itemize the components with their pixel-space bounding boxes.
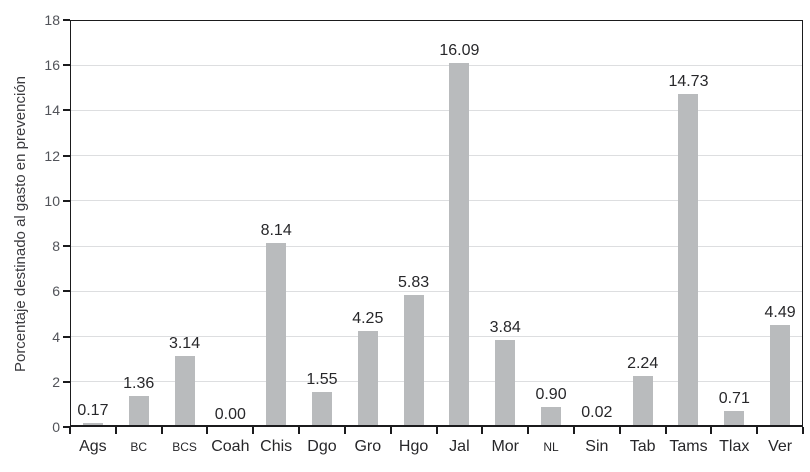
x-axis-label: Ags	[79, 438, 107, 455]
gridline	[70, 109, 803, 111]
bar	[770, 325, 791, 427]
gridline	[70, 155, 803, 157]
x-axis-label: Gro	[354, 438, 382, 455]
gridline	[70, 381, 803, 383]
y-axis-tick-label: 12	[44, 147, 60, 164]
x-axis-label: Dgo	[307, 438, 337, 455]
y-axis-tick-label: 18	[44, 12, 60, 28]
bar-value-label: 1.36	[123, 375, 155, 393]
bar-value-label: 0.00	[214, 406, 246, 423]
x-axis-label: NL	[543, 440, 559, 454]
x-axis-tick	[389, 427, 392, 434]
y-axis-tick	[63, 245, 70, 248]
x-axis-label: Mor	[491, 438, 519, 455]
bar	[678, 93, 699, 427]
x-axis-label: Coah	[211, 438, 250, 455]
y-axis-tick-label: 10	[44, 192, 60, 209]
bar	[449, 63, 470, 427]
x-axis-tick	[664, 427, 667, 434]
bar-value-label: 8.14	[260, 221, 292, 239]
bar	[586, 425, 607, 427]
x-axis-tick	[160, 427, 163, 434]
bar-value-label: 3.14	[168, 335, 201, 352]
y-axis-tick	[63, 19, 70, 21]
y-axis-tick-label: 16	[44, 57, 60, 74]
gridline	[70, 336, 803, 338]
bar-value-label: 4.49	[764, 304, 796, 322]
gridline	[70, 200, 803, 202]
bar-value-label: 5.83	[398, 274, 430, 292]
bar	[541, 406, 562, 427]
bar	[495, 340, 516, 427]
x-axis-tick	[69, 427, 71, 434]
x-axis-label: Tams	[669, 438, 708, 455]
bar	[724, 410, 745, 427]
bar-value-label: 14.73	[668, 72, 709, 90]
bar-value-label: 16.09	[439, 42, 480, 60]
x-axis-tick	[481, 427, 484, 434]
bar-value-label: 1.55	[306, 370, 338, 388]
x-axis-label: Tab	[629, 438, 656, 455]
bar	[128, 396, 149, 427]
x-axis-tick	[206, 427, 209, 434]
x-axis-tick	[527, 427, 530, 434]
x-axis-tick	[710, 427, 713, 434]
bar-value-label: 3.84	[489, 319, 521, 337]
x-axis-tick	[618, 427, 621, 434]
y-axis-tick-label: 4	[52, 328, 60, 345]
x-axis-tick	[572, 427, 575, 434]
bar	[82, 423, 103, 427]
bar	[311, 391, 332, 427]
bar	[266, 242, 287, 427]
x-axis-label: Hgo	[398, 438, 429, 455]
y-axis-tick-label: 6	[52, 283, 60, 300]
y-axis-tick	[63, 380, 70, 383]
bar	[357, 330, 378, 427]
y-axis-tick	[63, 109, 70, 112]
x-axis-tick	[435, 427, 438, 434]
y-axis-tick-label: 8	[52, 238, 60, 255]
y-axis-tick	[63, 64, 70, 67]
x-axis-tick	[252, 427, 255, 434]
x-axis-label: Sin	[585, 438, 609, 455]
x-axis-label: Tlax	[719, 438, 750, 455]
gridline	[70, 64, 803, 66]
y-axis-tick	[63, 290, 70, 293]
y-axis-tick	[63, 199, 70, 202]
x-axis-tick	[756, 427, 759, 434]
bar-value-label: 4.25	[352, 309, 384, 327]
bar-value-label: 2.24	[627, 355, 659, 373]
bar-value-label: 0.02	[581, 404, 613, 421]
bar-value-label: 0.17	[77, 402, 109, 420]
bar-value-label: 0.90	[535, 385, 567, 403]
x-axis-tick	[298, 427, 301, 434]
bar	[403, 295, 424, 427]
x-axis-label: Chis	[260, 438, 293, 455]
y-axis-tick	[63, 335, 70, 338]
x-axis-label: BC	[130, 440, 148, 454]
x-axis-label: Ver	[768, 438, 793, 455]
x-axis-label: Jal	[449, 438, 470, 455]
y-axis-tick-label: 2	[52, 373, 60, 390]
gridline	[70, 290, 803, 292]
x-axis-tick	[114, 427, 117, 434]
y-axis-tick	[63, 426, 70, 428]
bar	[174, 356, 195, 427]
bar-value-label: 0.71	[718, 389, 750, 407]
y-axis-tick	[63, 154, 70, 157]
y-axis-tick-label: 0	[52, 419, 60, 435]
x-axis-tick	[343, 427, 346, 434]
x-axis-tick	[802, 427, 804, 434]
x-axis-label: BCS	[172, 440, 197, 454]
bar	[632, 376, 653, 427]
y-axis-tick-label: 14	[44, 102, 60, 119]
gridline	[70, 245, 803, 247]
